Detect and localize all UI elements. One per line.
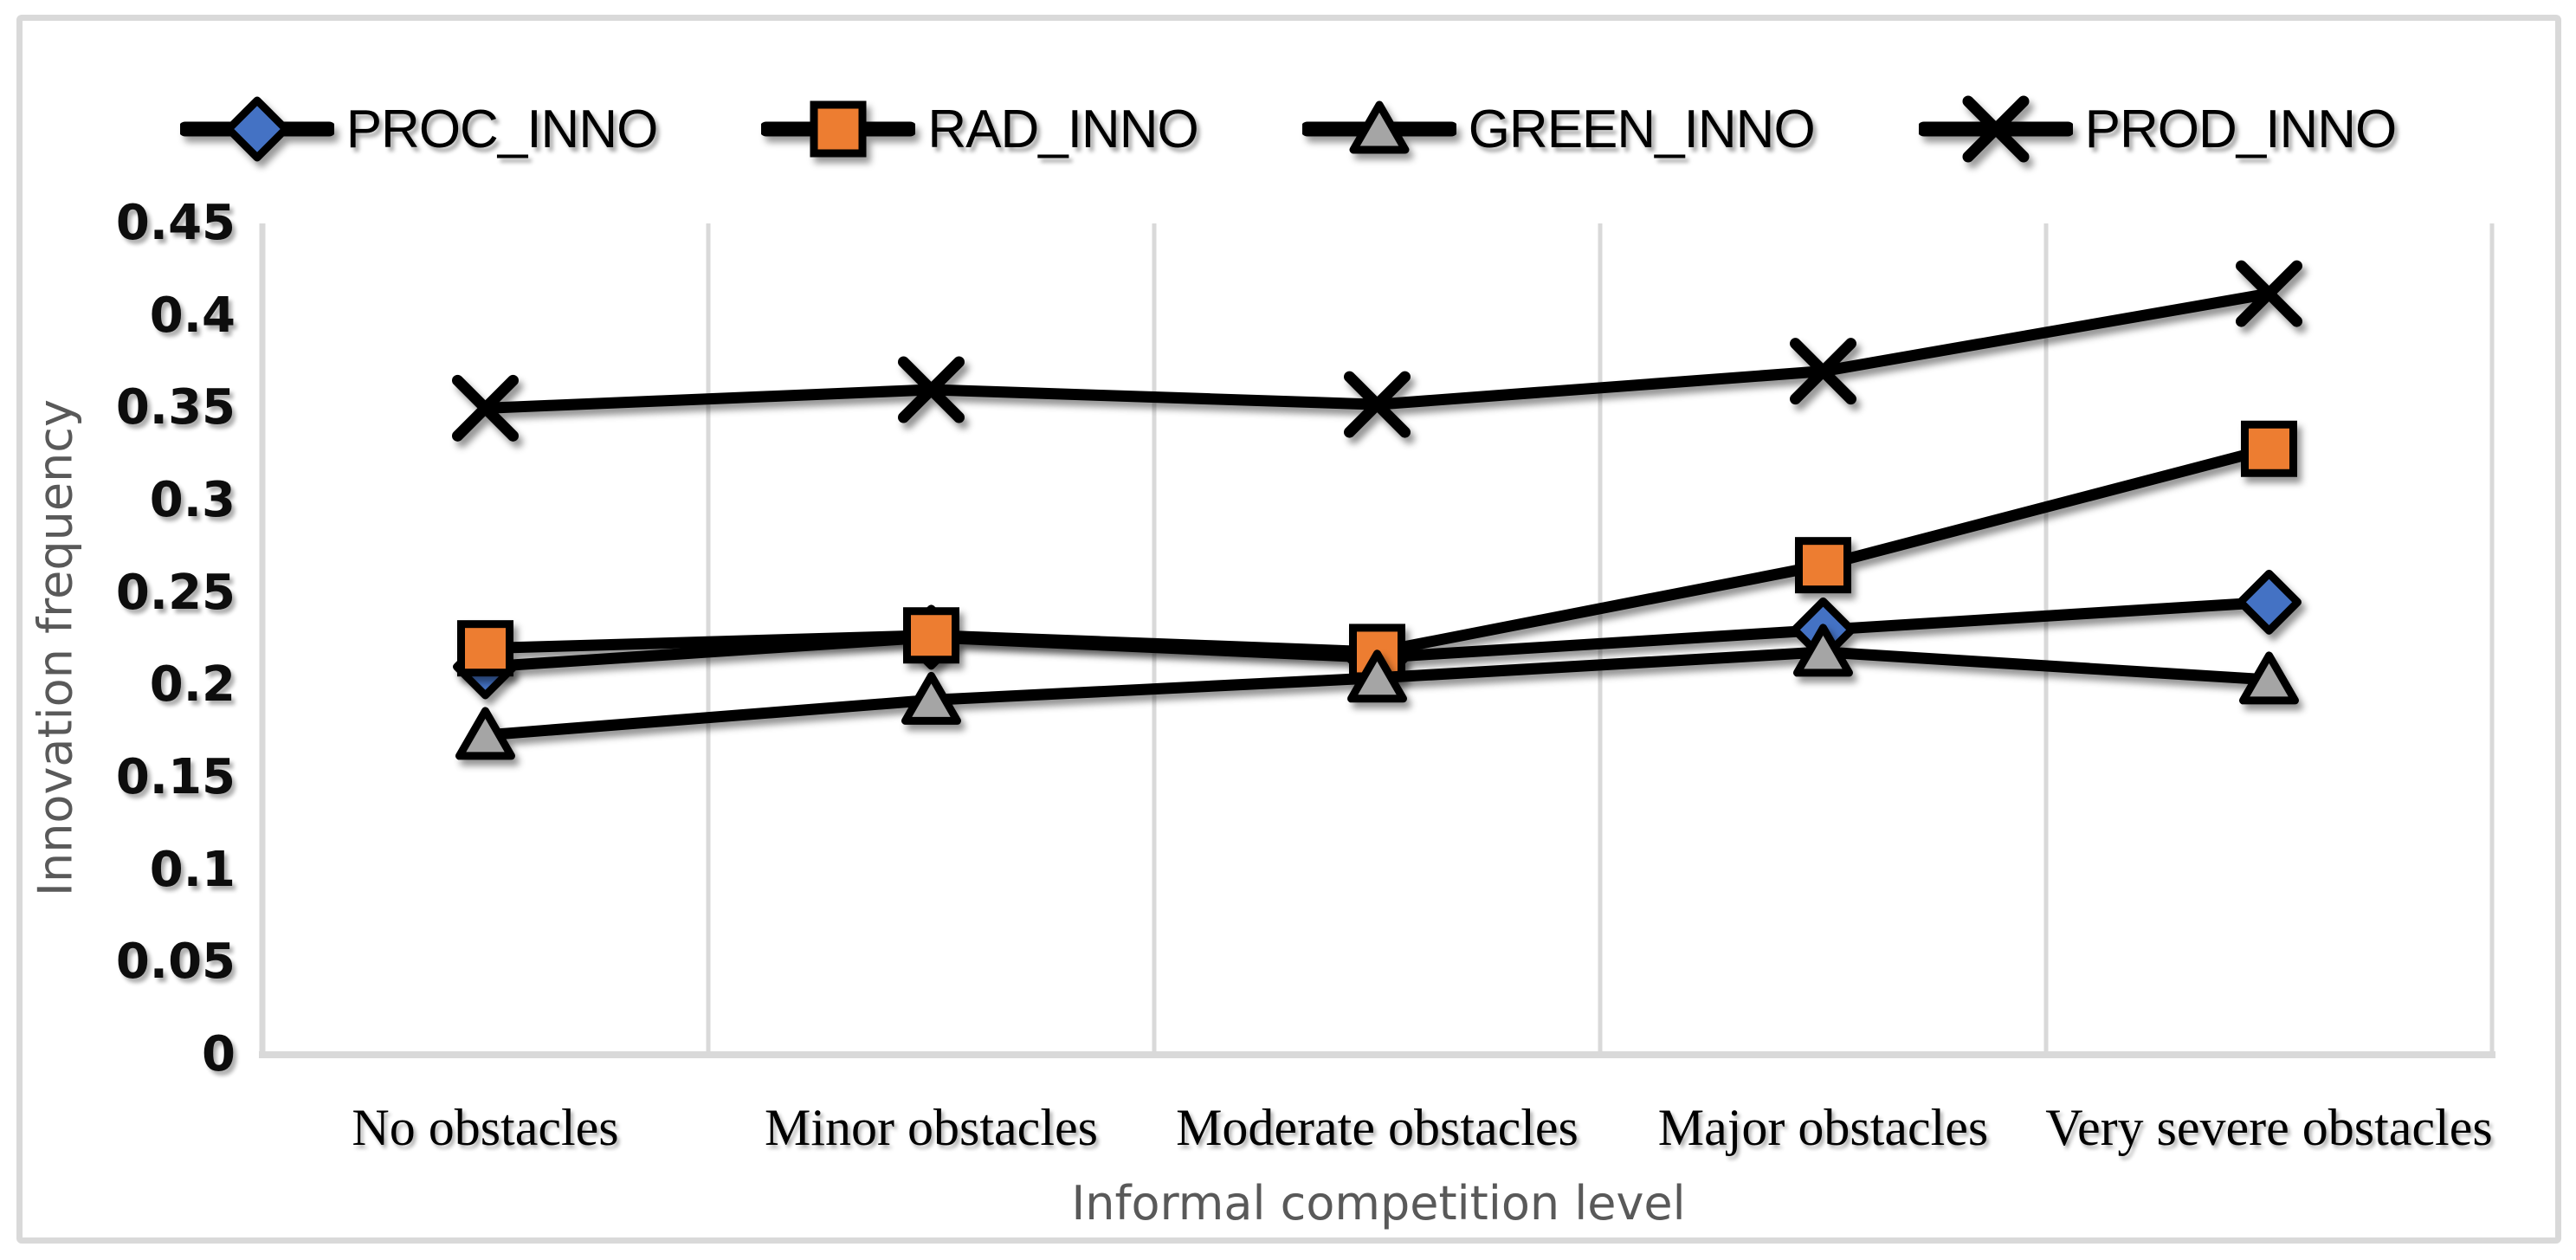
legend-item-GREEN_INNO: GREEN_INNO	[1301, 94, 1816, 164]
x-data-point-icon	[452, 374, 519, 442]
y-tick-label: 0.15	[115, 749, 236, 805]
triangle-data-point-icon	[901, 671, 961, 725]
y-tick-label: 0.05	[115, 934, 236, 991]
series-RAD_INNO	[457, 420, 2297, 681]
y-tick-label: 0.2	[149, 656, 236, 714]
triangle-data-point-icon	[455, 707, 515, 760]
category-label: Very severe obstacles	[2045, 1099, 2493, 1156]
legend-label: RAD_INNO	[927, 99, 1198, 159]
legend-item-RAD_INNO: RAD_INNO	[761, 94, 1199, 164]
y-tick-label: 0.4	[149, 287, 236, 344]
legend-label: PROD_INNO	[2084, 99, 2398, 159]
x-icon	[1918, 95, 2073, 163]
diamond-data-point-icon	[2237, 569, 2302, 635]
series-GREEN_INNO	[455, 624, 2299, 760]
x-axis-title: Informal competition level	[1071, 1176, 1686, 1231]
square-data-point-icon	[457, 620, 513, 677]
y-axis-title: Innovation frequency	[28, 399, 83, 896]
square-data-point-icon	[810, 100, 867, 158]
y-tick-label: 0.25	[115, 564, 236, 621]
triangle-icon	[1301, 100, 1456, 154]
x-data-point-icon	[2236, 260, 2302, 327]
x-data-point-icon	[1790, 338, 1856, 405]
diamond-icon	[179, 96, 334, 162]
chart-legend: PROC_INNO RAD_INNO GREEN_INNO PROD_INNO	[0, 81, 2576, 177]
triangle-data-point-icon	[2239, 651, 2299, 705]
series-PROD_INNO	[452, 260, 2302, 442]
y-tick-label: 0.1	[149, 841, 236, 898]
legend-item-PROD_INNO: PROD_INNO	[1918, 94, 2398, 164]
series-line	[480, 288, 2275, 414]
y-tick-label: 0.35	[115, 379, 236, 436]
square-data-point-icon	[2241, 420, 2297, 477]
diamond-data-point-icon	[224, 96, 290, 162]
category-label: Minor obstacles	[765, 1099, 1098, 1156]
x-data-point-icon	[898, 356, 965, 423]
category-label: No obstacles	[352, 1099, 619, 1156]
x-data-point-icon	[1344, 371, 1411, 438]
triangle-data-point-icon	[1349, 100, 1410, 154]
triangle-data-point-icon	[1793, 624, 1853, 677]
legend-item-PROC_INNO: PROC_INNO	[179, 94, 659, 164]
square-data-point-icon	[903, 607, 959, 664]
category-label: Moderate obstacles	[1176, 1099, 1579, 1156]
y-tick-label: 0.45	[115, 195, 236, 251]
square-data-point-icon	[1795, 537, 1851, 594]
triangle-data-point-icon	[1347, 649, 1407, 703]
square-icon	[761, 100, 916, 158]
legend-label: GREEN_INNO	[1468, 99, 1816, 159]
y-tick-label: 0.3	[149, 472, 236, 528]
y-tick-label: 0	[202, 1026, 236, 1082]
legend-label: PROC_INNO	[345, 99, 659, 159]
category-label: Major obstacles	[1657, 1099, 1989, 1156]
x-data-point-icon	[1962, 95, 2030, 163]
